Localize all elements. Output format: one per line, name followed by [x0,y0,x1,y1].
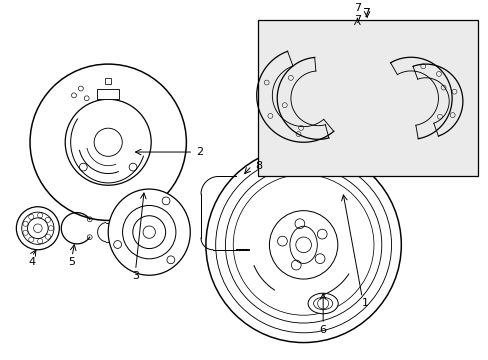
Bar [257,20,477,176]
Text: 1: 1 [361,298,368,309]
Circle shape [16,207,59,250]
Text: 6: 6 [319,325,326,335]
Text: 3: 3 [132,271,139,281]
Bar [97,89,119,99]
Circle shape [71,93,76,98]
Text: 2: 2 [196,147,203,157]
Text: 8: 8 [254,161,262,171]
Text: 4: 4 [28,257,36,267]
Ellipse shape [108,189,190,275]
Circle shape [78,86,83,91]
Bar [105,78,111,84]
Text: 7: 7 [353,15,360,25]
Text: 7: 7 [353,3,360,13]
Circle shape [236,172,244,180]
Circle shape [238,175,242,179]
Circle shape [205,147,401,343]
Circle shape [84,96,89,101]
Text: 5: 5 [68,257,75,267]
Ellipse shape [307,293,338,314]
Text: 7: 7 [363,7,370,20]
